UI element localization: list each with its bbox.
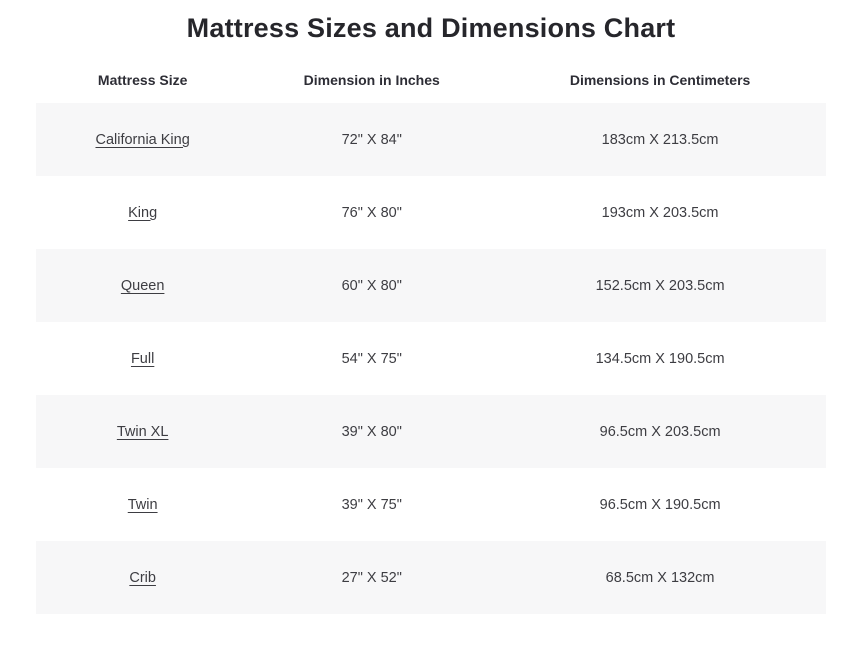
table-body: California King 72" X 84" 183cm X 213.5c… xyxy=(36,103,826,614)
cell-centimeters: 183cm X 213.5cm xyxy=(601,131,719,148)
page-title: Mattress Sizes and Dimensions Chart xyxy=(186,13,676,43)
mattress-size-link[interactable]: Crib xyxy=(129,569,156,586)
table-row-king: King 76" X 80" 193cm X 203.5cm xyxy=(36,176,826,249)
mattress-size-link[interactable]: Queen xyxy=(120,277,165,294)
mattress-size-link[interactable]: King xyxy=(128,204,158,221)
cell-centimeters: 134.5cm X 190.5cm xyxy=(595,350,725,367)
cell-size: Queen xyxy=(36,278,249,294)
cell-size: California King xyxy=(36,132,249,148)
column-header-mattress-size: Mattress Size xyxy=(97,72,188,88)
cell-size: Full xyxy=(36,351,249,367)
cell-centimeters: 193cm X 203.5cm xyxy=(601,204,719,221)
mattress-size-link[interactable]: Twin xyxy=(127,496,158,513)
table-row-crib: Crib 27" X 52" 68.5cm X 132cm xyxy=(36,541,826,614)
cell-inches: 39" X 80" xyxy=(341,423,402,440)
cell-centimeters: 152.5cm X 203.5cm xyxy=(595,277,725,294)
column-header-dimension-inches: Dimension in Inches xyxy=(303,72,440,88)
cell-inches: 39" X 75" xyxy=(341,496,402,513)
column-header-dimensions-centimeters: Dimensions in Centimeters xyxy=(569,72,751,88)
cell-centimeters: 68.5cm X 132cm xyxy=(605,569,715,586)
cell-size: Twin XL xyxy=(36,424,249,440)
table-header-row: Mattress Size Dimension in Inches Dimens… xyxy=(36,72,826,103)
table-row-twin: Twin 39" X 75" 96.5cm X 190.5cm xyxy=(36,468,826,541)
cell-inches: 27" X 52" xyxy=(341,569,402,586)
mattress-size-link[interactable]: Full xyxy=(130,350,155,367)
cell-size: Twin xyxy=(36,497,249,513)
table-row-california-king: California King 72" X 84" 183cm X 213.5c… xyxy=(36,103,826,176)
cell-centimeters: 96.5cm X 190.5cm xyxy=(599,496,721,513)
table-row-queen: Queen 60" X 80" 152.5cm X 203.5cm xyxy=(36,249,826,322)
cell-inches: 54" X 75" xyxy=(341,350,402,367)
cell-centimeters: 96.5cm X 203.5cm xyxy=(599,423,721,440)
cell-inches: 72" X 84" xyxy=(341,131,402,148)
mattress-size-link[interactable]: California King xyxy=(95,131,190,148)
cell-size: Crib xyxy=(36,570,249,586)
table-row-full: Full 54" X 75" 134.5cm X 190.5cm xyxy=(36,322,826,395)
cell-inches: 60" X 80" xyxy=(341,277,402,294)
cell-inches: 76" X 80" xyxy=(341,204,402,221)
cell-size: King xyxy=(36,205,249,221)
table-row-twin-xl: Twin XL 39" X 80" 96.5cm X 203.5cm xyxy=(36,395,826,468)
mattress-size-link[interactable]: Twin XL xyxy=(116,423,169,440)
mattress-size-table: Mattress Size Dimension in Inches Dimens… xyxy=(36,72,826,614)
